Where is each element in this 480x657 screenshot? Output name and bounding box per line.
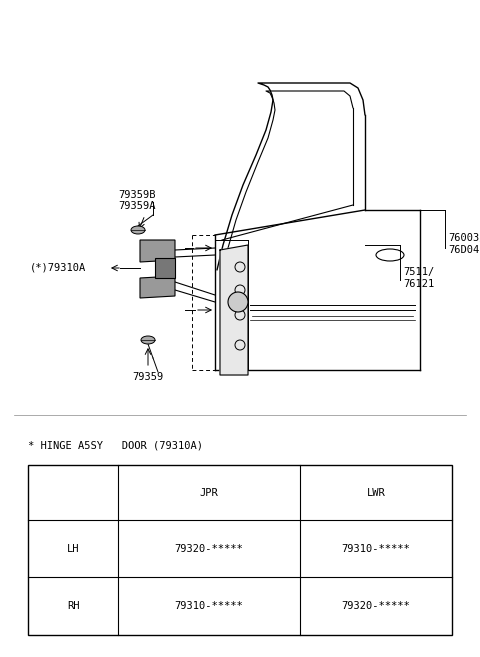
Polygon shape: [220, 245, 248, 375]
Text: LWR: LWR: [367, 487, 385, 497]
Text: JPR: JPR: [200, 487, 218, 497]
Text: 79359A: 79359A: [118, 201, 156, 211]
Ellipse shape: [141, 336, 155, 344]
Polygon shape: [155, 258, 175, 278]
Text: (*)79310A: (*)79310A: [30, 263, 86, 273]
Text: 76003/: 76003/: [448, 233, 480, 243]
Text: * HINGE A5SY   DOOR (79310A): * HINGE A5SY DOOR (79310A): [28, 440, 203, 450]
Ellipse shape: [131, 226, 145, 234]
Text: 79359B: 79359B: [118, 190, 156, 200]
Text: 79359: 79359: [132, 372, 164, 382]
Polygon shape: [140, 276, 175, 298]
Polygon shape: [140, 240, 175, 262]
Text: 79320-*****: 79320-*****: [342, 601, 410, 611]
Bar: [28, 465, 452, 635]
Text: 79310-*****: 79310-*****: [175, 601, 243, 611]
Text: 79320-*****: 79320-*****: [175, 543, 243, 553]
Text: 79310-*****: 79310-*****: [342, 543, 410, 553]
Text: RH: RH: [67, 601, 79, 611]
Circle shape: [228, 292, 248, 312]
Text: 7511/: 7511/: [403, 267, 434, 277]
Text: 76121: 76121: [403, 279, 434, 289]
Text: 76D04: 76D04: [448, 245, 479, 255]
Text: LH: LH: [67, 543, 79, 553]
